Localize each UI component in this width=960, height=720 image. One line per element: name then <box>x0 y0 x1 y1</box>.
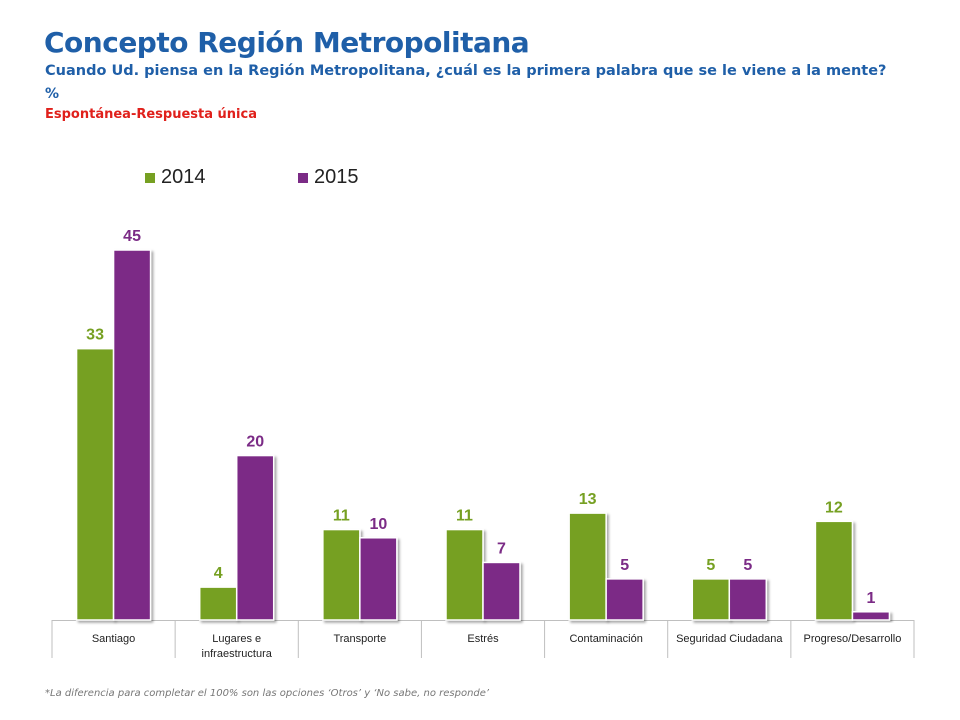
data-label-2014-1: 4 <box>214 565 223 582</box>
data-label-2015-4: 5 <box>620 557 629 574</box>
bar-2015-6 <box>851 611 891 621</box>
bar-2015-1 <box>235 454 275 621</box>
data-label-2015-5: 5 <box>743 557 752 574</box>
x-tick-label-6: Progreso/Desarrollo <box>804 633 902 645</box>
x-tick-label-4: Contaminación <box>569 633 642 645</box>
data-label-2014-6: 12 <box>825 499 843 516</box>
bar-2015-2 <box>359 537 398 621</box>
data-label-2015-0: 45 <box>123 228 141 245</box>
data-label-2015-1: 20 <box>246 434 264 451</box>
data-label-2015-2: 10 <box>369 516 387 533</box>
unit-label: % <box>45 86 60 102</box>
x-tick-label-2: Transporte <box>333 633 386 645</box>
chart-subtitle: Cuando Ud. piensa en la Región Metropoli… <box>45 63 887 79</box>
data-label-2015-6: 1 <box>866 590 875 607</box>
bar-2015-5 <box>728 578 768 621</box>
x-tick-label-3: Estrés <box>467 633 499 645</box>
legend-swatch-2014 <box>145 172 155 183</box>
bar-2014-2 <box>322 528 361 621</box>
data-label-2015-3: 7 <box>497 540 506 557</box>
legend-item-2014: 2014 <box>145 166 298 189</box>
bar-2014-1 <box>198 586 238 621</box>
legend-label-2014: 2014 <box>161 166 206 188</box>
data-label-2014-3: 11 <box>456 508 473 525</box>
bar-2014-4 <box>568 512 607 621</box>
data-label-2014-0: 33 <box>86 327 104 344</box>
bar-2014-6 <box>814 520 854 621</box>
x-tick-label-0: Santiago <box>92 633 135 645</box>
x-tick-label-1: Lugares e <box>212 633 261 645</box>
bar-2015-3 <box>482 561 521 621</box>
bar-2014-0 <box>75 347 115 621</box>
data-label-2014-4: 13 <box>579 491 597 508</box>
x-tick-label-5: Seguridad Ciudadana <box>676 633 783 645</box>
legend-swatch-2015 <box>298 172 308 183</box>
footnote: *La diferencia para completar el 100% so… <box>45 688 490 699</box>
chart-title: Concepto Región Metropolitana <box>44 26 530 59</box>
bar-2014-3 <box>445 528 484 621</box>
response-mode-label: Espontánea-Respuesta única <box>45 107 257 122</box>
legend-item-2015: 2015 <box>298 166 451 189</box>
data-label-2014-5: 5 <box>706 557 715 574</box>
chart-legend: 2014 2015 <box>145 166 451 189</box>
x-tick-label-1: infraestructura <box>202 648 273 660</box>
bar-2015-0 <box>112 249 152 621</box>
legend-label-2015: 2015 <box>314 166 359 188</box>
bar-2014-5 <box>691 578 731 621</box>
bar-2015-4 <box>605 578 644 621</box>
data-label-2014-2: 11 <box>333 508 350 525</box>
